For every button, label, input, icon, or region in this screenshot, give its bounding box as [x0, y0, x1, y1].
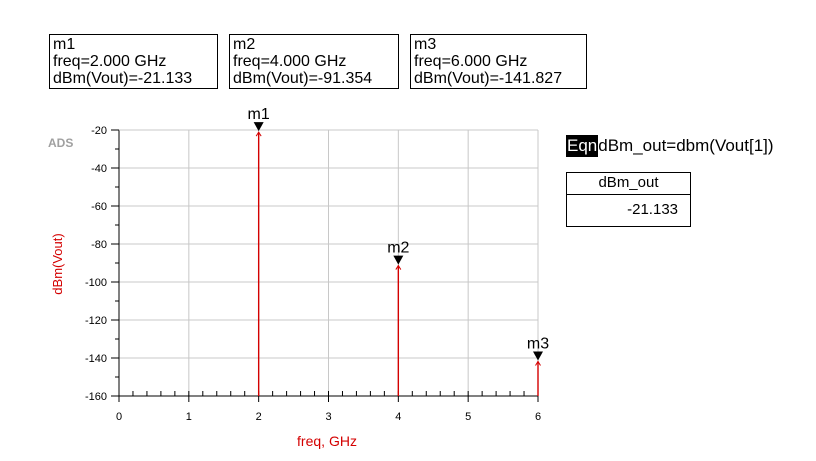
- minor-ticks: [115, 148, 539, 396]
- marker-readout-m2: m2 freq=4.000 GHz dBm(Vout)=-91.354: [229, 34, 399, 89]
- y-axis-label: dBm(Vout): [50, 233, 65, 294]
- ads-watermark: ADS: [48, 136, 73, 150]
- x-tick-label: 3: [325, 411, 331, 423]
- data-stems: [255, 131, 541, 396]
- marker-name: m3: [414, 36, 437, 53]
- y-tick-label: -160: [85, 391, 107, 403]
- marker-name: m1: [53, 36, 76, 53]
- stem-arrowhead: [255, 131, 262, 137]
- marker-triangle: [393, 255, 404, 265]
- marker-label: m1: [248, 106, 270, 123]
- marker-label: m2: [387, 240, 409, 257]
- y-tick-label: -100: [85, 277, 107, 289]
- x-tick-label: 5: [465, 411, 471, 423]
- marker-triangle: [253, 122, 264, 132]
- table-cell: -21.133: [627, 201, 678, 218]
- stem-arrowhead: [535, 360, 541, 366]
- x-axis-label: freq, GHz: [297, 433, 357, 449]
- table-header: dBm_out: [567, 173, 690, 195]
- x-tick-label: 2: [256, 411, 262, 423]
- x-tick-labels: 0 1 2 3 4 5 6: [116, 411, 541, 423]
- marker-freq: freq=4.000 GHz: [233, 53, 347, 70]
- axis-lines: [111, 129, 539, 402]
- equation-text: dBm_out=dbm(Vout[1]): [598, 136, 774, 155]
- y-tick-label: -20: [91, 125, 107, 137]
- marker-readout-m3: m3 freq=6.000 GHz dBm(Vout)=-141.827: [410, 34, 587, 89]
- y-tick-label: -60: [91, 201, 107, 213]
- marker-label: m3: [527, 335, 549, 352]
- y-tick-label: -80: [91, 239, 107, 251]
- equation-table[interactable]: dBm_out -21.133: [566, 172, 691, 227]
- equation-block[interactable]: EqndBm_out=dbm(Vout[1]): [566, 135, 774, 157]
- marker-name: m2: [233, 36, 256, 53]
- marker-value: dBm(Vout)=-141.827: [414, 70, 563, 87]
- y-tick-label: -40: [91, 163, 107, 175]
- marker-symbols: m1 m2 m3: [248, 106, 549, 361]
- marker-freq: freq=2.000 GHz: [53, 53, 167, 70]
- x-tick-label: 0: [116, 411, 122, 423]
- y-tick-label: -120: [85, 315, 107, 327]
- y-tick-labels: -20 -40 -60 -80 -100 -120 -140 -160: [85, 125, 107, 403]
- x-tick-label: 6: [535, 411, 541, 423]
- y-tick-label: -140: [85, 353, 107, 365]
- marker-triangle: [533, 351, 543, 361]
- chart-grid: [119, 130, 538, 396]
- marker-freq: freq=6.000 GHz: [414, 53, 528, 70]
- marker-value: dBm(Vout)=-21.133: [53, 70, 193, 87]
- eqn-tag: Eqn: [566, 135, 599, 157]
- x-tick-label: 1: [186, 411, 192, 423]
- x-tick-label: 4: [395, 411, 401, 423]
- marker-value: dBm(Vout)=-91.354: [233, 70, 373, 87]
- stem-arrowhead: [395, 264, 402, 270]
- marker-readout-m1: m1 freq=2.000 GHz dBm(Vout)=-21.133: [49, 34, 218, 89]
